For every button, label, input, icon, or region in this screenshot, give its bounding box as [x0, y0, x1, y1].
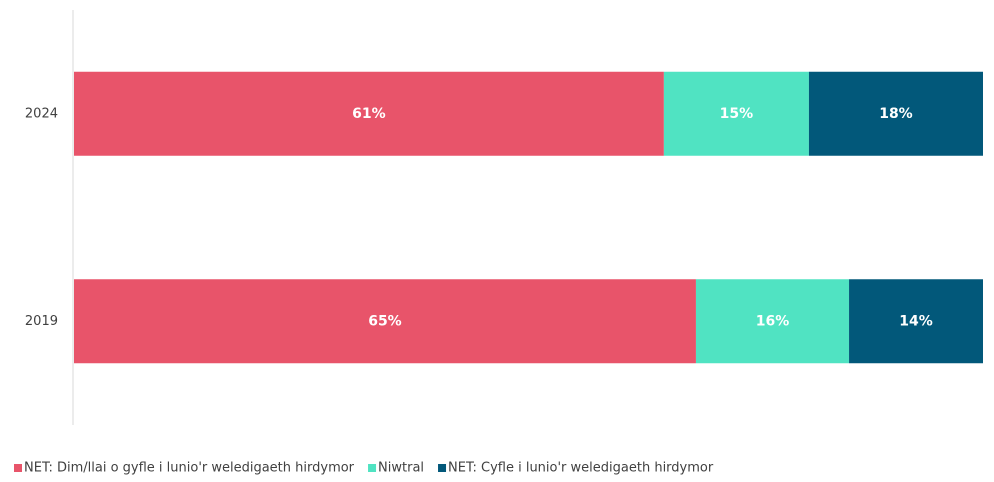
- data-label: 15%: [720, 106, 754, 122]
- bar-segment: [663, 71, 809, 156]
- data-label: 18%: [879, 106, 913, 122]
- bar-segment: [849, 279, 983, 364]
- data-label: 14%: [899, 313, 933, 329]
- legend-swatch: [368, 464, 377, 472]
- bar-segment: [695, 279, 850, 364]
- legend-swatch: [14, 464, 22, 472]
- bar-segment: [74, 71, 664, 156]
- y-tick-label: 2024: [25, 106, 58, 121]
- legend-label: NET: Dim/llai o gyfle i lunio'r welediga…: [24, 461, 355, 476]
- legend-label: Niwtral: [378, 461, 424, 476]
- data-label: 16%: [756, 313, 790, 329]
- bar-segment: [74, 279, 696, 364]
- data-label: 61%: [352, 106, 386, 122]
- legend-label: NET: Cyfle i lunio'r weledigaeth hirdymo…: [448, 461, 714, 476]
- data-label: 65%: [368, 313, 402, 329]
- bar-segment: [808, 71, 983, 156]
- legend-swatch: [438, 464, 447, 472]
- y-tick-label: 2019: [25, 314, 58, 329]
